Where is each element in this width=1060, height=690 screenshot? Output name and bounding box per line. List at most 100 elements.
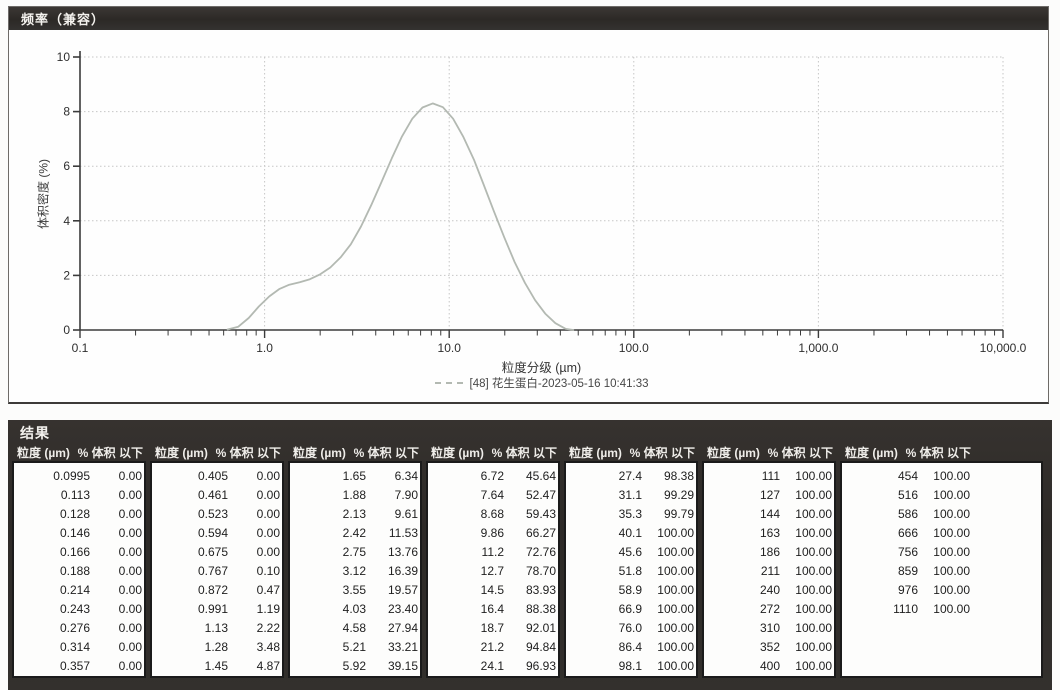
pct-value: 13.76: [387, 544, 418, 559]
size-value: 2.13: [342, 506, 366, 521]
size-value: 0.214: [59, 582, 90, 597]
table-row: 2.75 13.76: [290, 542, 424, 561]
pct-value: 0.00: [256, 525, 280, 540]
table-row: 27.4 98.38: [566, 466, 700, 485]
table-row: 0.0995 0.00: [14, 466, 148, 485]
column-group-header: 粒度 (µm) % 体积 以下: [288, 444, 422, 460]
pct-value: 88.38: [525, 601, 556, 616]
size-value: 3.55: [342, 582, 366, 597]
pct-value: 0.00: [118, 468, 142, 483]
table-row: 0.523 0.00: [152, 504, 286, 523]
pct-value: 3.48: [256, 639, 280, 654]
pct-value: 0.00: [118, 563, 142, 578]
size-value: 14.5: [480, 582, 504, 597]
table-row: 272 100.00: [704, 599, 838, 618]
size-value: 400: [759, 658, 780, 673]
x-tick-label: 100.0: [619, 341, 649, 355]
table-row: 454 100.00: [842, 466, 976, 485]
pct-value: 19.57: [387, 582, 418, 597]
pct-value: 100.00: [795, 639, 832, 654]
size-value: 24.1: [480, 658, 504, 673]
size-value: 76.0: [618, 620, 642, 635]
size-value: 5.21: [342, 639, 366, 654]
table-row: 0.314 0.00: [14, 637, 148, 656]
size-value: 58.9: [618, 582, 642, 597]
pct-value: 100.00: [657, 601, 694, 616]
pct-value: 27.94: [387, 620, 418, 635]
size-value: 31.1: [618, 487, 642, 502]
size-value: 976: [897, 582, 918, 597]
pct-value: 100.00: [657, 525, 694, 540]
x-tick-label: 1,000.0: [798, 341, 838, 355]
table-row: 1.28 3.48: [152, 637, 286, 656]
y-axis-title: 体积密度 (%): [36, 159, 51, 229]
table-row: 400 100.00: [704, 656, 838, 675]
table-row: 0.276 0.00: [14, 618, 148, 637]
size-value: 5.92: [342, 658, 366, 673]
pct-value: 100.00: [795, 506, 832, 521]
size-value: 7.64: [480, 487, 504, 502]
x-tick-label: 1.0: [256, 341, 273, 355]
pct-value: 72.76: [525, 544, 556, 559]
pct-value: 0.00: [256, 544, 280, 559]
pct-value: 1.19: [256, 601, 280, 616]
pct-value: 9.61: [394, 506, 418, 521]
table-row: 98.1 100.00: [566, 656, 700, 675]
size-value: 2.42: [342, 525, 366, 540]
pct-value: 99.79: [663, 506, 694, 521]
table-row: 24.1 96.93: [428, 656, 562, 675]
table-row: 1.65 6.34: [290, 466, 424, 485]
size-value: 0.243: [59, 601, 90, 616]
pct-value: 0.47: [256, 582, 280, 597]
table-row: 0.357 0.00: [14, 656, 148, 675]
table-row: 666 100.00: [842, 523, 976, 542]
size-value: 756: [897, 544, 918, 559]
size-value: 51.8: [618, 563, 642, 578]
table-row: 16.4 88.38: [428, 599, 562, 618]
pct-value: 99.29: [663, 487, 694, 502]
pct-value: 100.00: [795, 658, 832, 673]
table-row: 11.2 72.76: [428, 542, 562, 561]
column-group-header: 粒度 (µm) % 体积 以下: [702, 444, 836, 460]
table-row: 0.166 0.00: [14, 542, 148, 561]
size-value: 1110: [893, 601, 918, 616]
size-value: 1.28: [204, 639, 228, 654]
table-row: 31.1 99.29: [566, 485, 700, 504]
size-value: 6.72: [480, 468, 504, 483]
column-group-box: 6.72 45.64 7.64 52.47 8.68 59.43 9.86 66.27 11.2…: [426, 461, 560, 678]
pct-column-header: % 体积 以下: [491, 446, 557, 460]
column-group-box: 0.405 0.00 0.461 0.00 0.523 0.00 0.594 0.00 0.67…: [150, 461, 284, 678]
size-value: 0.872: [197, 582, 228, 597]
pct-value: 7.90: [394, 487, 418, 502]
y-tick-label: 0: [63, 323, 70, 337]
size-value: 0.276: [59, 620, 90, 635]
size-value: 859: [897, 563, 918, 578]
table-row: 21.2 94.84: [428, 637, 562, 656]
size-value: 0.0995: [53, 468, 90, 483]
column-group-header: 粒度 (µm) % 体积 以下: [426, 444, 560, 460]
table-row: 18.7 92.01: [428, 618, 562, 637]
frequency-chart: 0 2 4 6 8 10 0.1 1.0 10.0 100.0 1,000.0 10,000.0: [57, 50, 1027, 355]
size-value: 40.1: [618, 525, 642, 540]
size-value: 0.405: [197, 468, 228, 483]
pct-value: 100.00: [795, 601, 832, 616]
table-row: 0.113 0.00: [14, 485, 148, 504]
table-row: 0.991 1.19: [152, 599, 286, 618]
size-value: 1.13: [204, 620, 228, 635]
table-row: 859 100.00: [842, 561, 976, 580]
size-value: 0.991: [197, 601, 228, 616]
table-row: 0.767 0.10: [152, 561, 286, 580]
size-value: 0.128: [59, 506, 90, 521]
size-value: 352: [759, 639, 780, 654]
table-row: 2.42 11.53: [290, 523, 424, 542]
table-row: 7.64 52.47: [428, 485, 562, 504]
size-value: 11.2: [481, 544, 504, 559]
pct-value: 2.22: [256, 620, 280, 635]
pct-value: 100.00: [795, 582, 832, 597]
size-column-header: 粒度 (µm): [293, 446, 346, 460]
table-row: 756 100.00: [842, 542, 976, 561]
pct-value: 0.00: [118, 658, 142, 673]
table-row: 0.872 0.47: [152, 580, 286, 599]
table-row: 1.88 7.90: [290, 485, 424, 504]
size-column-header: 粒度 (µm): [845, 446, 898, 460]
